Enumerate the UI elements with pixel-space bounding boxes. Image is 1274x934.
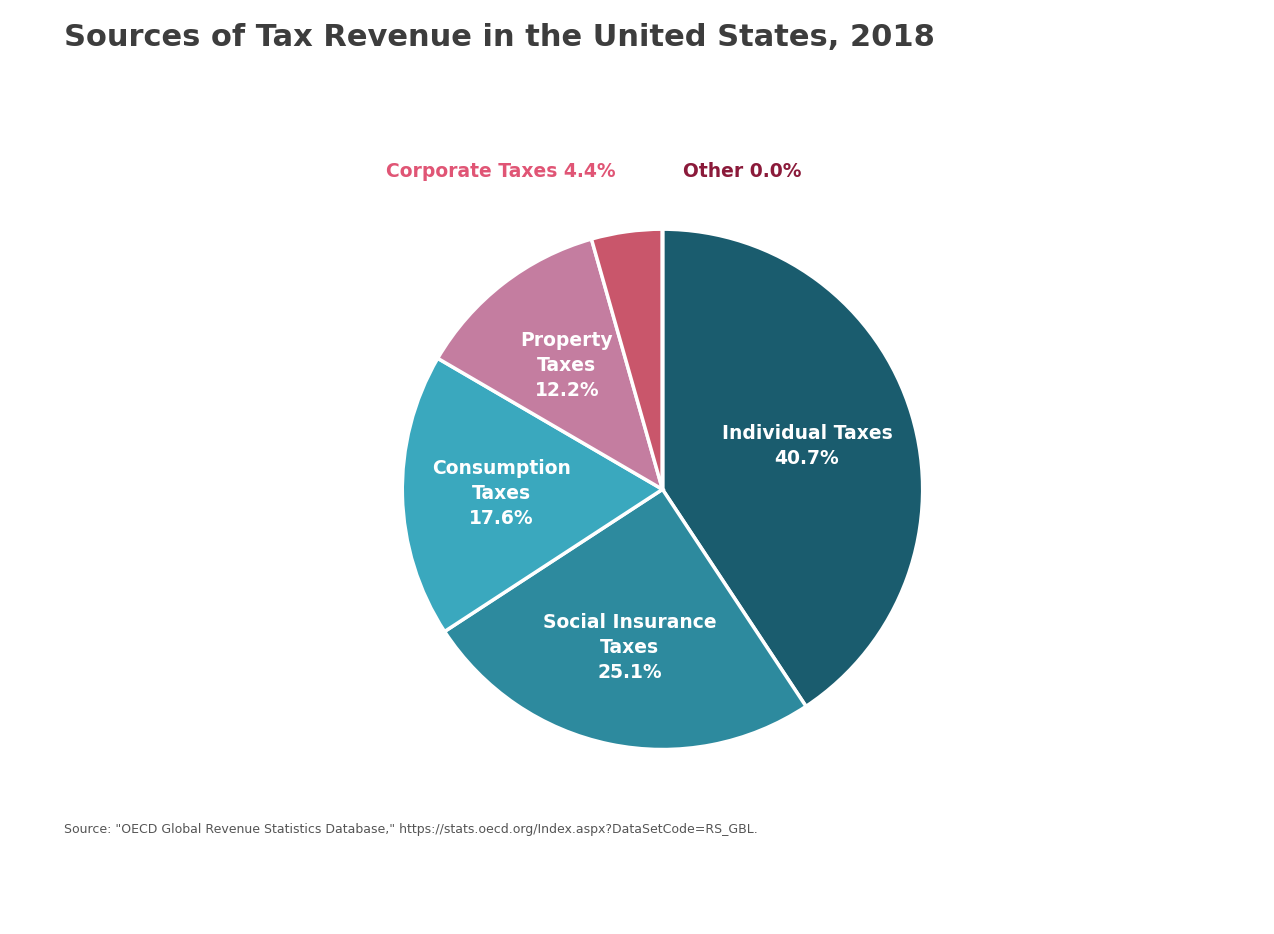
Text: Consumption
Taxes
17.6%: Consumption Taxes 17.6% — [432, 459, 571, 528]
Wedge shape — [403, 359, 662, 631]
Text: Corporate Taxes 4.4%: Corporate Taxes 4.4% — [386, 163, 615, 181]
Wedge shape — [662, 229, 922, 706]
Wedge shape — [445, 489, 806, 749]
Text: Individual Taxes
40.7%: Individual Taxes 40.7% — [721, 424, 892, 468]
Text: Other 0.0%: Other 0.0% — [683, 163, 801, 181]
Text: @TaxFoundation: @TaxFoundation — [1069, 891, 1249, 910]
Wedge shape — [591, 229, 662, 489]
Text: Sources of Tax Revenue in the United States, 2018: Sources of Tax Revenue in the United Sta… — [64, 23, 935, 52]
Wedge shape — [438, 239, 662, 489]
Text: Source: "OECD Global Revenue Statistics Database," https://stats.oecd.org/Index.: Source: "OECD Global Revenue Statistics … — [64, 823, 758, 836]
Text: TAX FOUNDATION: TAX FOUNDATION — [25, 891, 219, 910]
Text: Social Insurance
Taxes
25.1%: Social Insurance Taxes 25.1% — [543, 613, 716, 682]
Text: Property
Taxes
12.2%: Property Taxes 12.2% — [521, 332, 613, 401]
